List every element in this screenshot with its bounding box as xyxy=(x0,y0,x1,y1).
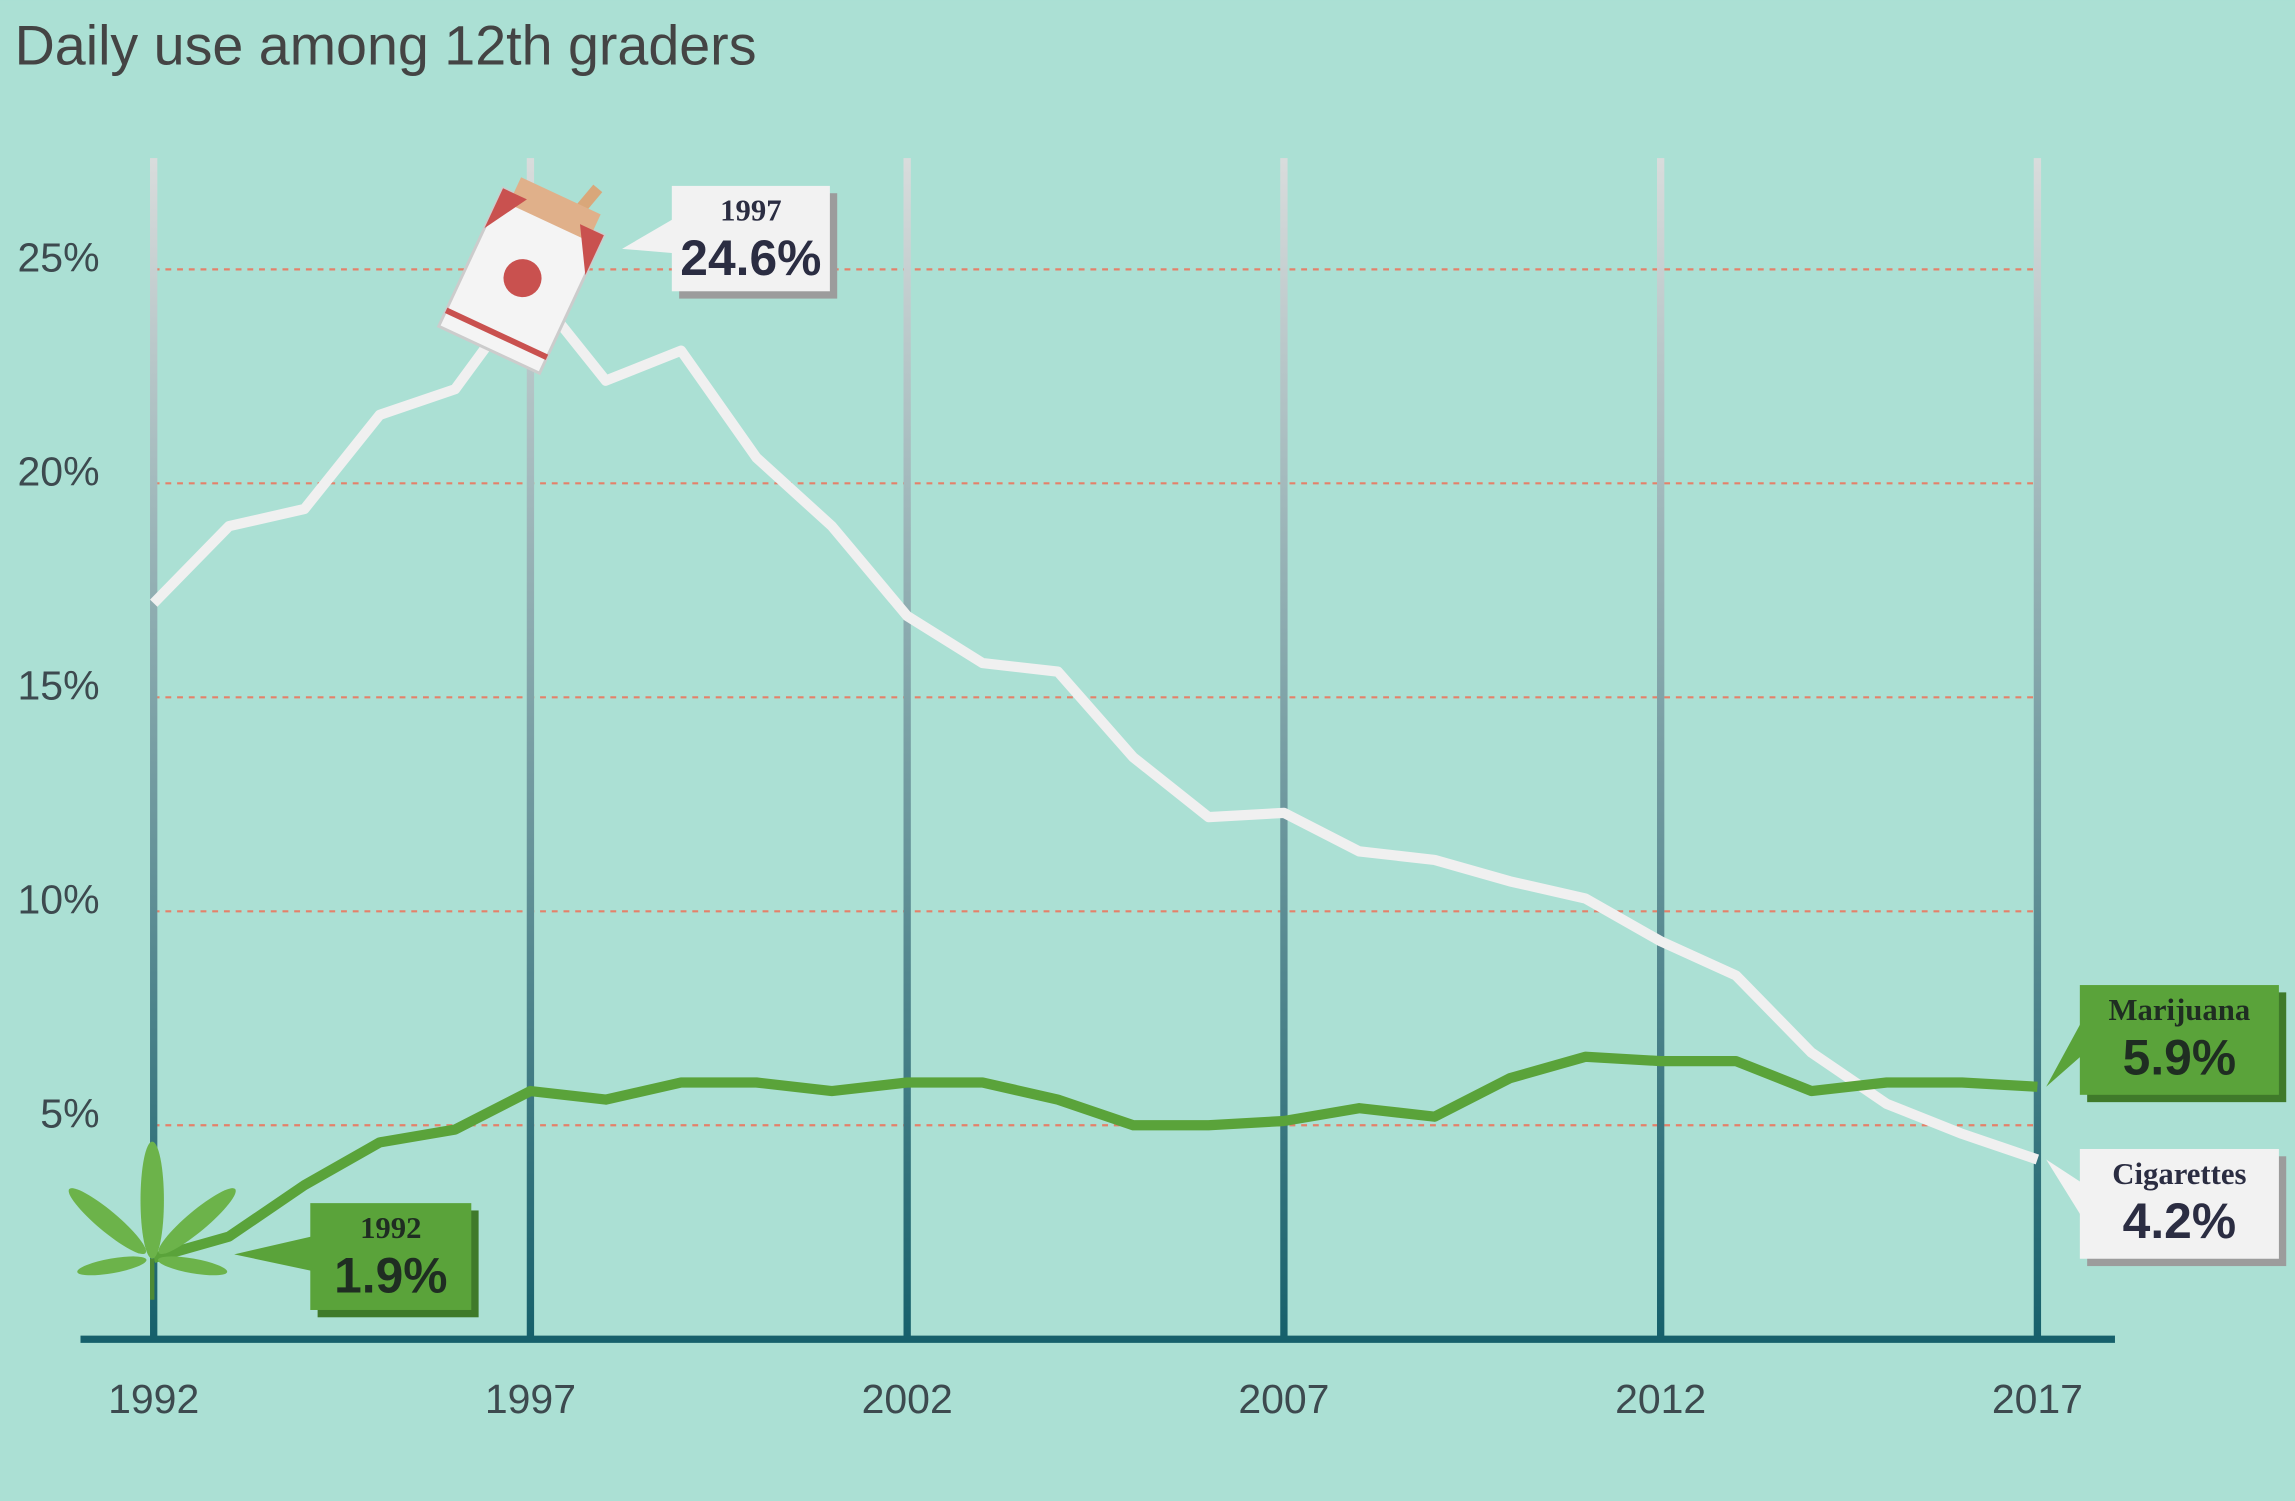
callout-value: 5.9% xyxy=(2123,1029,2236,1085)
series-line xyxy=(150,281,2040,1165)
y-tick-label: 25% xyxy=(18,234,100,280)
grid: 5% 10% 15% 20% 25% 1992 1997 2002 2007 2012 2017 xyxy=(18,158,2115,1422)
x-grid-line xyxy=(1280,158,1288,1340)
x-tick-label: 2007 xyxy=(1238,1376,1329,1422)
series-line xyxy=(152,1051,2038,1263)
y-tick-label: 5% xyxy=(40,1090,99,1136)
lines xyxy=(150,281,2040,1263)
chart-title: Daily use among 12th graders xyxy=(15,14,757,76)
y-tick-label: 10% xyxy=(18,876,100,922)
x-tick-label: 2017 xyxy=(1992,1376,2083,1422)
callout-value: 4.2% xyxy=(2123,1193,2236,1249)
y-tick-label: 20% xyxy=(18,448,100,494)
callout-value: 1.9% xyxy=(334,1247,447,1303)
callout-box xyxy=(2079,985,2279,1095)
callout-year: 1997 xyxy=(720,194,781,228)
callout-box xyxy=(671,185,830,292)
x-grid-line xyxy=(903,158,911,1340)
x-grid-line xyxy=(2033,158,2042,1340)
callout-pointer xyxy=(622,218,675,254)
callout-value: 24.6% xyxy=(680,230,821,286)
callout-year: 1992 xyxy=(360,1211,421,1245)
callout-box xyxy=(310,1203,472,1310)
x-grid-line xyxy=(526,158,535,1340)
x-grid-line xyxy=(1656,158,1665,1340)
y-tick-label: 15% xyxy=(18,662,100,708)
leaf-icon xyxy=(68,1141,236,1300)
cigarette-pack-icon xyxy=(436,177,606,376)
x-grid-line xyxy=(150,158,158,1340)
x-tick-label: 1992 xyxy=(108,1376,199,1422)
callout-series-name: Marijuana xyxy=(2109,993,2251,1027)
callout-pointer xyxy=(234,1236,314,1272)
callout-box xyxy=(2079,1148,2279,1259)
callout-series-name: Cigarettes xyxy=(2112,1157,2246,1191)
x-tick-label: 2012 xyxy=(1615,1376,1706,1422)
x-tick-label: 1997 xyxy=(485,1376,576,1422)
x-tick-label: 2002 xyxy=(862,1376,953,1422)
